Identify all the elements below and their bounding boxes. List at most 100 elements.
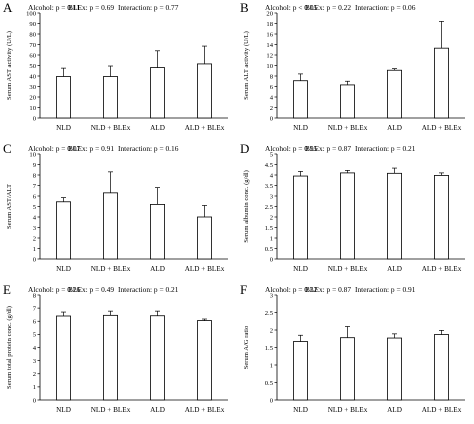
stats-text: Alcohol: p < 0.05 — [265, 3, 318, 12]
x-category-label: NLD + BLEx — [328, 265, 368, 273]
y-tick-label: 1.5 — [265, 225, 274, 232]
y-tick-label: 20 — [266, 10, 273, 17]
bar — [197, 216, 212, 260]
stats-text: Alcohol: p = 0.11 — [28, 3, 80, 12]
bar — [387, 337, 402, 401]
y-tick-label: 3 — [270, 193, 274, 200]
stats-text: BLEx: p = 0.87 — [305, 144, 351, 153]
stats-text: BLEx: p = 0.69 — [68, 3, 114, 12]
y-tick-label: 0 — [33, 115, 37, 122]
y-tick-label: 0 — [33, 397, 37, 404]
y-tick-label: 2 — [270, 327, 273, 334]
x-category-label: NLD — [56, 265, 71, 273]
x-category-label: ALD + BLEx — [422, 265, 462, 273]
y-tick-label: 5 — [33, 332, 37, 339]
y-axis-label: Serum total protein conc. (g/dl) — [6, 306, 13, 389]
x-category-label: ALD + BLEx — [422, 406, 462, 414]
bar — [340, 337, 355, 401]
stats-text: Interaction: p = 0.06 — [355, 3, 416, 12]
y-tick-label: 6 — [270, 84, 274, 91]
bar — [293, 80, 308, 119]
y-tick-label: 3.5 — [265, 183, 274, 190]
bar — [103, 192, 118, 260]
stats-text: BLEx: p = 0.22 — [305, 3, 351, 12]
bar — [434, 47, 449, 119]
y-tick-label: 5 — [270, 151, 274, 158]
stats-text: BLEx: p = 0.49 — [68, 285, 114, 294]
stats-text: Alcohol: p = 0.07 — [28, 144, 81, 153]
y-tick-label: 10 — [29, 151, 36, 158]
x-category-label: NLD — [293, 406, 308, 414]
panel-letter: E — [3, 282, 11, 297]
stats-text: Alcohol: p = 0.26 — [28, 285, 81, 294]
y-tick-label: 1 — [33, 246, 36, 253]
bar — [56, 76, 71, 119]
y-tick-label: 5 — [33, 204, 37, 211]
y-tick-label: 7 — [33, 183, 37, 190]
panel-letter: A — [3, 0, 13, 15]
y-tick-label: 3 — [33, 225, 37, 232]
bar — [150, 204, 165, 260]
panel-b: B Alcohol: p < 0.05 BLEx: p = 0.22 Interact… — [237, 0, 474, 141]
x-category-label: NLD + BLEx — [91, 265, 131, 273]
y-tick-label: 0 — [270, 115, 274, 122]
y-tick-label: 10 — [29, 105, 36, 112]
x-category-label: ALD — [387, 265, 402, 273]
x-category-label: NLD — [56, 406, 71, 414]
y-tick-label: 3 — [270, 292, 274, 299]
stats-text: BLEx: p = 0.91 — [68, 144, 114, 153]
bar — [103, 314, 118, 401]
x-category-label: ALD + BLEx — [185, 124, 225, 132]
y-tick-label: 9 — [33, 162, 37, 169]
panel-letter: B — [240, 0, 249, 15]
x-category-label: NLD — [293, 265, 308, 273]
bar — [434, 334, 449, 401]
x-category-label: NLD + BLEx — [91, 124, 131, 132]
x-category-label: ALD + BLEx — [185, 265, 225, 273]
x-category-label: NLD + BLEx — [91, 406, 131, 414]
y-tick-label: 6 — [33, 193, 37, 200]
y-tick-label: 7 — [33, 305, 37, 312]
y-tick-label: 0 — [270, 256, 274, 263]
x-category-label: ALD — [150, 265, 165, 273]
y-axis-label: Serum albumin conc. (g/dl) — [243, 170, 250, 243]
panel-d: D Alcohol: p = 0.95 BLEx: p = 0.87 Interact… — [237, 141, 474, 282]
bar — [56, 201, 71, 260]
y-tick-label: 0.5 — [265, 380, 274, 387]
y-tick-label: 80 — [29, 31, 36, 38]
y-tick-label: 2.5 — [265, 204, 274, 211]
y-tick-label: 0 — [270, 397, 274, 404]
bar — [150, 315, 165, 401]
y-tick-label: 2 — [33, 371, 36, 378]
y-tick-label: 100 — [26, 10, 37, 17]
y-tick-label: 0.5 — [265, 246, 274, 253]
y-axis-label: Serum ALT activity (U/L) — [243, 31, 250, 100]
x-category-label: ALD — [387, 124, 402, 132]
bar — [434, 175, 449, 260]
y-tick-label: 8 — [270, 73, 274, 80]
bar — [340, 84, 355, 119]
y-tick-label: 2 — [270, 105, 273, 112]
stats-text: Alcohol: p = 0.95 — [265, 144, 318, 153]
panel-f: F Alcohol: p = 0.32 BLEx: p = 0.87 Interact… — [237, 282, 474, 423]
x-category-label: NLD + BLEx — [328, 124, 368, 132]
panel-a: A Alcohol: p = 0.11 BLEx: p = 0.69 Interact… — [0, 0, 237, 141]
y-tick-label: 20 — [29, 94, 36, 101]
y-tick-label: 4 — [33, 214, 37, 221]
y-axis-label: Serum AST activity (U/L) — [6, 31, 13, 100]
x-category-label: ALD — [150, 124, 165, 132]
x-category-label: ALD + BLEx — [422, 124, 462, 132]
bar — [103, 76, 118, 119]
x-category-label: NLD — [293, 124, 308, 132]
y-tick-label: 4 — [33, 345, 37, 352]
bar — [387, 172, 402, 260]
y-tick-label: 2.5 — [265, 310, 274, 317]
stats-text: Interaction: p = 0.21 — [118, 285, 179, 294]
y-tick-label: 1 — [270, 235, 273, 242]
y-tick-label: 8 — [33, 172, 37, 179]
y-axis-label: Serum AST/ALT — [6, 184, 13, 229]
